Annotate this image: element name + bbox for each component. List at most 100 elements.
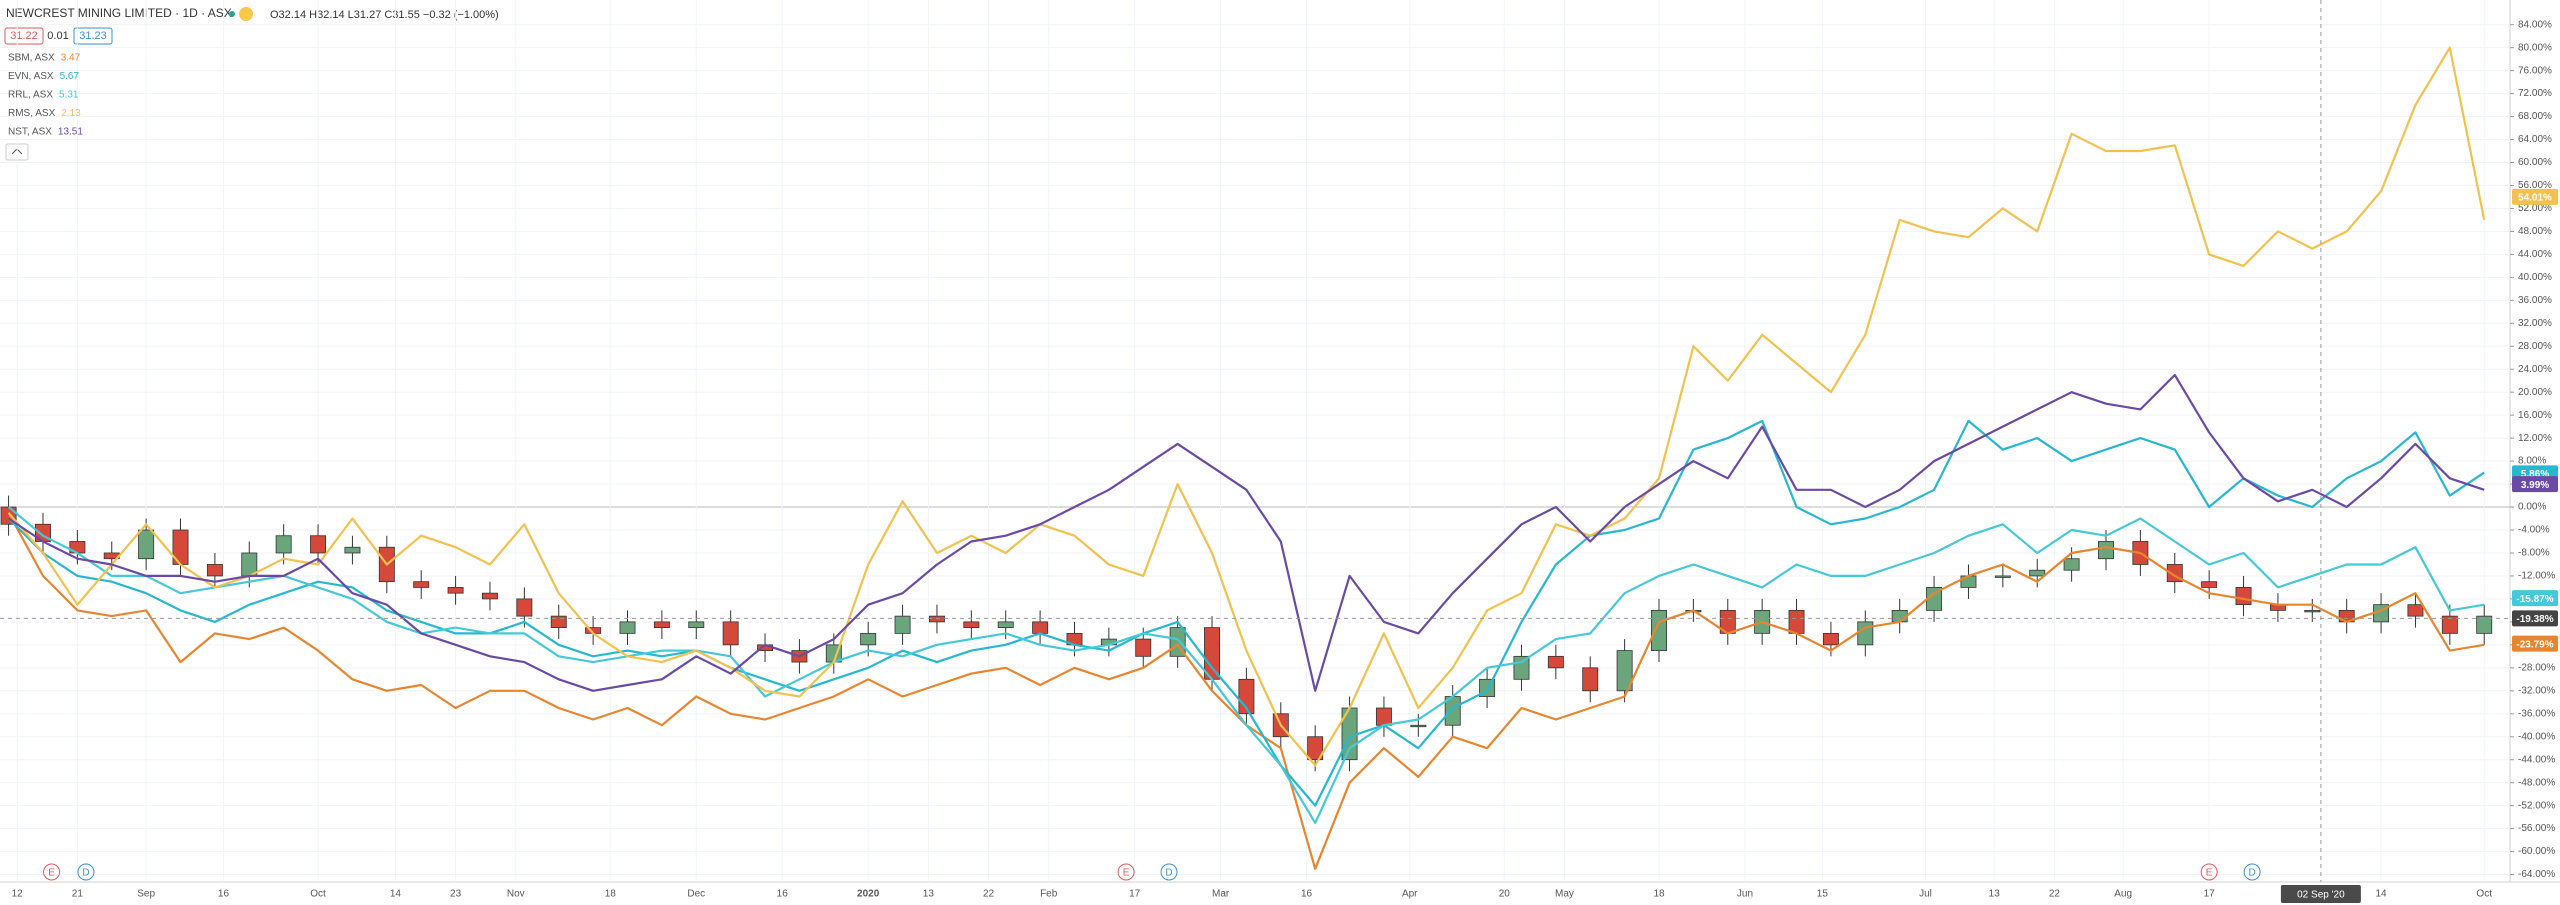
- candle-body: [928, 615, 945, 623]
- y-tick-label: 84.00%: [2518, 19, 2552, 30]
- y-tick-label: 28.00%: [2518, 341, 2552, 352]
- y-tick-label: 0.00%: [2518, 502, 2546, 513]
- price-badge: [2512, 635, 2558, 652]
- y-tick-label: 24.00%: [2518, 364, 2552, 375]
- x-tick-label: 14: [2375, 889, 2387, 900]
- x-tick-label: 2020: [857, 889, 880, 900]
- series-line: [7, 373, 2485, 692]
- x-tick-label: Feb: [1040, 889, 1058, 900]
- x-tick-label: Mar: [1212, 889, 1230, 900]
- candle-body: [2304, 609, 2321, 613]
- x-tick-label: 16: [777, 889, 789, 900]
- y-tick-label: -52.00%: [2518, 800, 2555, 811]
- x-tick-label: 15: [1817, 889, 1829, 900]
- spread: 0.01: [47, 30, 68, 42]
- event-marker[interactable]: [77, 863, 95, 881]
- y-tick-label: 12.00%: [2518, 433, 2552, 444]
- series-line: [7, 46, 2486, 767]
- candle-body: [2098, 541, 2114, 560]
- candle-body: [310, 535, 327, 554]
- symbol-title: NEWCREST MINING LIMITED · 1D · ASX: [6, 6, 232, 20]
- x-tick-label: 14: [390, 889, 402, 900]
- candle-body: [2063, 558, 2080, 571]
- candle-body: [2476, 615, 2493, 634]
- legend-name: RMS, ASX: [8, 108, 56, 119]
- y-tick-label: -8.00%: [2518, 548, 2550, 559]
- x-tick-label: 18: [1653, 889, 1665, 900]
- candle-body: [516, 598, 533, 617]
- y-tick-label: 76.00%: [2518, 65, 2552, 76]
- legend-name: EVN, ASX: [8, 71, 54, 82]
- y-tick-label: 68.00%: [2518, 111, 2552, 122]
- y-tick-label: 48.00%: [2518, 226, 2552, 237]
- y-tick-label: 44.00%: [2518, 249, 2552, 260]
- candle-body: [688, 621, 705, 629]
- bid: 31.22: [10, 30, 38, 42]
- y-tick-label: 56.00%: [2518, 180, 2552, 191]
- ask-box[interactable]: [73, 27, 113, 45]
- price-badge: [2512, 610, 2558, 627]
- x-tick-label: Apr: [1402, 889, 1418, 900]
- price-badge-label: 54.01%: [2518, 193, 2552, 204]
- event-label: E: [1123, 868, 1130, 879]
- price-badge-label: -15.87%: [2516, 594, 2553, 605]
- candle-body: [1857, 621, 1874, 646]
- y-tick-label: -64.00%: [2518, 869, 2555, 880]
- x-tick-label: 20: [1499, 889, 1511, 900]
- y-tick-label: 52.00%: [2518, 203, 2552, 214]
- candle-body: [550, 615, 567, 629]
- legend-value: 2.13: [61, 108, 81, 119]
- candle-body: [2201, 581, 2218, 588]
- event-label: D: [2249, 868, 2256, 879]
- legend-name: SBM, ASX: [8, 53, 55, 64]
- x-tick-label: 21: [72, 889, 84, 900]
- x-tick-label: May: [1555, 889, 1574, 900]
- candle-body: [344, 546, 361, 554]
- y-tick-label: 20.00%: [2518, 387, 2552, 398]
- x-tick-label: Oct: [2476, 889, 2492, 900]
- candle-body: [1582, 667, 1599, 692]
- y-tick-label: -60.00%: [2518, 846, 2555, 857]
- x-tick-label: 23: [450, 889, 462, 900]
- y-tick-label: 64.00%: [2518, 134, 2552, 145]
- legend-value: 5.67: [60, 71, 80, 82]
- candle-body: [1822, 632, 1839, 646]
- x-tick-label: Jun: [1737, 889, 1753, 900]
- x-tick-label: 13: [1989, 889, 2001, 900]
- candle-body: [619, 621, 636, 634]
- y-tick-label: 60.00%: [2518, 157, 2552, 168]
- bid-box[interactable]: [4, 27, 44, 45]
- candle-body: [2029, 569, 2046, 577]
- candle-body: [894, 615, 911, 634]
- y-tick-label: -36.00%: [2518, 708, 2555, 719]
- x-tick-label: Nov: [507, 889, 525, 900]
- event-marker[interactable]: [1160, 863, 1178, 881]
- price-badge: [2512, 590, 2558, 607]
- event-marker[interactable]: [2200, 863, 2218, 881]
- price-badge-label: 5.86%: [2521, 469, 2549, 480]
- event-marker[interactable]: [2243, 863, 2261, 881]
- event-marker[interactable]: [43, 863, 61, 881]
- y-tick-label: 16.00%: [2518, 410, 2552, 421]
- x-tick-label: 17: [2204, 889, 2216, 900]
- crosshair-label: 02 Sep '20: [2297, 890, 2345, 901]
- event-label: E: [2206, 868, 2213, 879]
- candle-body: [1135, 638, 1152, 657]
- candle-body: [2441, 615, 2458, 634]
- y-tick-label: 32.00%: [2518, 318, 2552, 329]
- candle-body: [1375, 707, 1392, 726]
- x-tick-label: 22: [2049, 889, 2061, 900]
- dividend-badge: [239, 7, 253, 21]
- x-tick-label: Sep: [137, 889, 155, 900]
- candle-body: [1788, 609, 1805, 634]
- y-tick-label: 40.00%: [2518, 272, 2552, 283]
- candle-body: [1032, 621, 1049, 634]
- price-badge-label: 3.99%: [2521, 480, 2549, 491]
- crosshair-badge: [2280, 885, 2361, 903]
- event-marker[interactable]: [1117, 863, 1135, 881]
- candle-body: [653, 621, 670, 629]
- candle-body: [413, 581, 430, 588]
- y-tick-label: 36.00%: [2518, 295, 2552, 306]
